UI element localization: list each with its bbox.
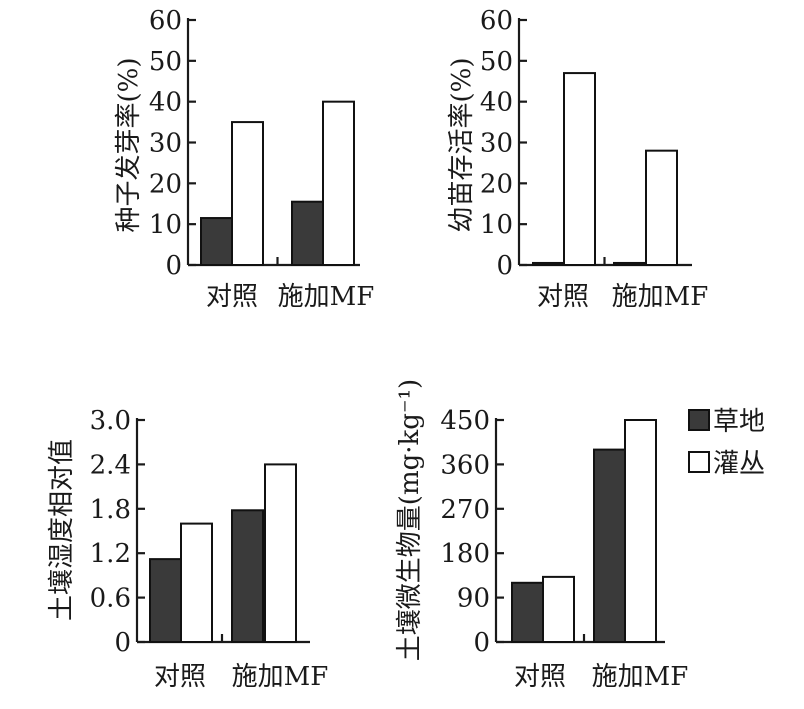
y-tick-label: 30 — [149, 129, 182, 159]
y-tick-label: 360 — [440, 450, 490, 480]
y-tick-label: 0 — [496, 251, 513, 281]
legend-swatch — [688, 451, 710, 473]
bar-shrub-mf — [624, 419, 657, 643]
bar-shrub-control — [231, 121, 264, 267]
y-tick-label: 3.0 — [90, 406, 131, 436]
category-label: 对照 — [514, 662, 566, 692]
y-tick-label: 0 — [114, 628, 131, 658]
chart-panel-2: 0 10 20 30 40 50 60 对照 施加MF 幼苗存活率(%) — [447, 6, 708, 312]
category-label: 对照 — [537, 282, 589, 312]
bar-shrub-mf — [645, 149, 678, 267]
y-tick-label: 30 — [480, 129, 513, 159]
category-label: 施加MF — [278, 282, 375, 312]
chart-panel-3: 0 0.6 1.2 1.8 2.4 3.0 对照 施加MF 土壤湿度相对值 — [47, 406, 328, 692]
y-tick-label: 1.2 — [90, 539, 131, 569]
y-tick-label: 0 — [165, 251, 182, 281]
bar-grassland-mf — [593, 448, 626, 643]
y-tick-label: 50 — [149, 47, 182, 77]
bar-grassland-control — [532, 261, 565, 267]
bar-grassland-control — [149, 558, 182, 643]
bar-grassland-mf — [231, 509, 264, 643]
bar-shrub-mf — [322, 100, 355, 266]
y-tick-label: 40 — [480, 88, 513, 118]
y-tick-label: 90 — [457, 584, 490, 614]
y-tick-label: 60 — [149, 6, 182, 36]
chart-panel-4: 0 90 180 270 360 450 对照 施加MF 土壤微生物量(mg·kg⁻¹) — [395, 379, 688, 692]
category-label: 施加MF — [592, 662, 689, 692]
y-tick-label: 0 — [473, 628, 490, 658]
bar-shrub-control — [542, 575, 575, 644]
bar-grassland-control — [511, 581, 544, 643]
y-axis-title: 土壤微生物量(mg·kg⁻¹) — [395, 379, 425, 661]
bar-shrub-control — [563, 72, 596, 267]
y-tick-label: 10 — [480, 210, 513, 240]
y-tick-label: 2.4 — [90, 450, 131, 480]
y-axis-title: 幼苗存活率(%) — [447, 58, 477, 233]
y-tick-label: 20 — [480, 169, 513, 199]
bar-shrub-mf — [264, 463, 297, 643]
y-tick-label: 270 — [440, 495, 490, 525]
y-tick-label: 0.6 — [90, 584, 131, 614]
category-label: 施加MF — [612, 282, 709, 312]
y-axis-title: 种子发芽率(%) — [114, 58, 144, 233]
y-tick-label: 40 — [149, 88, 182, 118]
y-tick-label: 450 — [440, 406, 490, 436]
chart-panel-1: 0 10 20 30 40 50 60 对照 施加MF 种子发芽率(%) — [114, 6, 374, 312]
y-tick-label: 50 — [480, 47, 513, 77]
category-label: 对照 — [206, 282, 258, 312]
legend-label: 草地 — [713, 407, 765, 437]
bar-shrub-control — [180, 522, 213, 643]
legend-label: 灌丛 — [713, 449, 765, 479]
y-tick-label: 180 — [440, 539, 490, 569]
bar-grassland-mf — [291, 200, 324, 266]
category-label: 对照 — [154, 662, 206, 692]
category-label: 施加MF — [232, 662, 329, 692]
y-tick-label: 10 — [149, 210, 182, 240]
bar-grassland-mf — [613, 261, 646, 267]
y-tick-label: 60 — [480, 6, 513, 36]
bar-grassland-control — [200, 217, 233, 267]
y-tick-label: 20 — [149, 169, 182, 199]
y-tick-label: 1.8 — [90, 495, 131, 525]
y-axis-title: 土壤湿度相对值 — [47, 439, 77, 621]
legend-swatch — [688, 409, 710, 431]
